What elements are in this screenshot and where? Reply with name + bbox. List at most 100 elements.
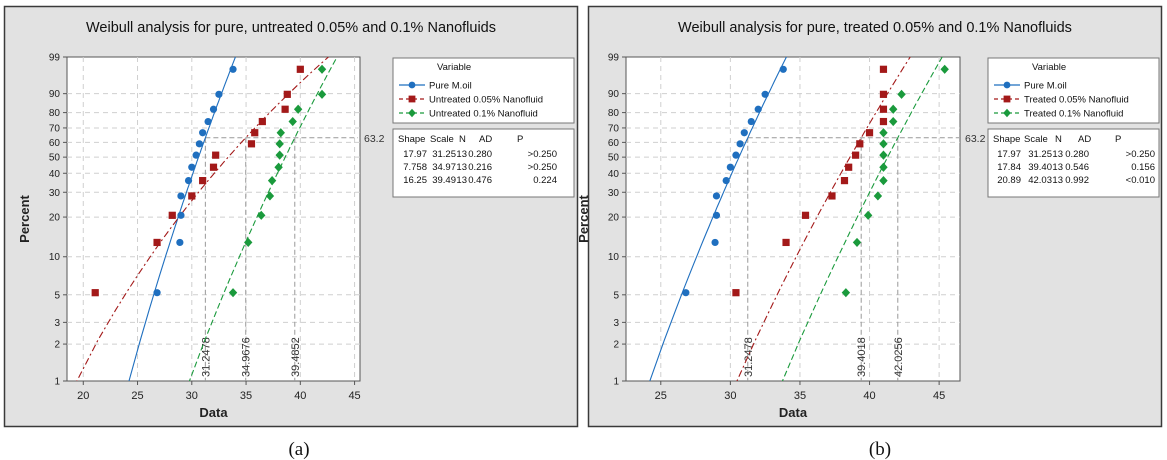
x-tick-label: 30: [186, 390, 198, 402]
chart-panel-b: Weibull analysis for pure, treated 0.05%…: [576, 5, 1163, 460]
x-tick-label: 30: [724, 390, 736, 402]
legend-marker: [1003, 81, 1011, 89]
y-tick-label: 99: [49, 53, 61, 64]
data-point: [801, 211, 810, 219]
x-tick-label: 25: [131, 390, 143, 402]
data-point: [863, 210, 873, 220]
y-tick-label: 1: [613, 377, 619, 388]
y-tick-label: 90: [608, 89, 620, 100]
data-point: [879, 65, 888, 73]
data-point: [865, 129, 874, 137]
data-point: [257, 210, 266, 220]
y-tick-label: 60: [608, 138, 620, 149]
stats-table-box: [987, 128, 1160, 198]
data-point: [754, 105, 762, 113]
stats-table: Shape Scale N AD P17.97 31.25 13 0.280 >0.2507.7…: [392, 128, 575, 198]
y-tick-label: 40: [608, 169, 620, 180]
data-point: [267, 176, 277, 186]
stats-cell: 17.84: [997, 162, 1021, 173]
data-point: [209, 163, 218, 171]
plot-area: [66, 56, 361, 382]
fit-line-01: [781, 57, 943, 381]
data-point: [856, 140, 864, 148]
y-tick-label: 1: [54, 377, 60, 388]
stats-header: AD: [479, 134, 492, 145]
data-point: [177, 211, 185, 219]
stats-header: Scale: [430, 134, 454, 145]
scale-label: 34.9676: [241, 337, 253, 377]
legend-box: [392, 57, 575, 124]
reference-line-label: 63.2: [965, 133, 986, 145]
series-markers: [228, 64, 327, 298]
data-point: [879, 117, 888, 126]
chart-title: Weibull analysis for pure, untreated 0.0…: [86, 20, 496, 36]
series-markers: [732, 65, 888, 297]
data-point: [283, 90, 291, 98]
x-axis-label: Data: [199, 405, 228, 420]
y-tick-label: 99: [608, 53, 620, 64]
data-point: [258, 117, 266, 126]
y-tick-label: 20: [49, 213, 61, 224]
legend-title: Variable: [1032, 62, 1066, 73]
y-tick-label: 70: [49, 123, 61, 134]
stats-header: P: [1115, 134, 1121, 145]
stats-header: Scale: [1024, 134, 1048, 145]
data-point: [265, 191, 275, 201]
stats-cell: 0.280: [1065, 149, 1089, 160]
legend-label: Pure M.oil: [429, 81, 472, 92]
series-markers: [91, 65, 304, 297]
stats-header: P: [517, 134, 523, 145]
stats-cell: 16.25: [403, 175, 427, 186]
y-tick-label: 80: [49, 108, 61, 119]
y-axis-label: Percent: [576, 194, 591, 242]
data-point: [91, 289, 99, 297]
stats-cell: 0.224: [533, 175, 557, 186]
data-point: [168, 211, 176, 219]
data-point: [740, 129, 748, 137]
x-tick-label: 40: [294, 390, 306, 402]
stats-cell: 17.97: [997, 149, 1021, 160]
data-point: [188, 163, 196, 171]
stats-cell: 0.156: [1131, 162, 1155, 173]
stats-cell: >0.250: [528, 149, 557, 160]
stats-cell: 13: [456, 162, 467, 173]
data-point: [281, 105, 289, 113]
data-point: [276, 128, 285, 138]
chart-title: Weibull analysis for pure, treated 0.05%…: [678, 20, 1072, 36]
y-tick-label: 10: [608, 252, 620, 263]
stats-cell: 13: [456, 175, 467, 186]
stats-table-box: [392, 128, 575, 198]
x-tick-label: 25: [655, 390, 667, 402]
stats-cell: 31.25: [1028, 149, 1052, 160]
legend-label: Pure M.oil: [1024, 81, 1067, 92]
data-point: [940, 64, 949, 74]
stats-cell: 31.25: [432, 149, 456, 160]
legend: Variable Pure M.oil Treated 0.05% Nanoflui…: [987, 57, 1160, 124]
data-point: [153, 238, 161, 247]
stats-cell: 13: [1052, 162, 1063, 173]
data-point: [782, 238, 790, 247]
stats-cell: 0.280: [468, 149, 492, 160]
data-point: [845, 163, 853, 171]
scale-label: 31.2478: [743, 337, 755, 377]
stats-header: AD: [1078, 134, 1091, 145]
data-point: [176, 238, 184, 247]
y-tick-label: 90: [49, 89, 61, 100]
x-tick-label: 35: [240, 390, 252, 402]
grid: [626, 57, 960, 381]
scale-label: 39.4852: [290, 337, 302, 377]
stats-cell: 39.40: [1028, 162, 1052, 173]
data-point: [274, 162, 283, 172]
y-tick-label: 3: [54, 318, 60, 329]
panel-caption: (b): [869, 439, 891, 460]
data-point: [184, 177, 193, 185]
data-point: [296, 65, 304, 73]
y-tick-label: 60: [49, 138, 61, 149]
data-point: [879, 90, 888, 98]
stats-cell: 7.758: [403, 162, 427, 173]
legend-title: Variable: [437, 62, 471, 73]
x-tick-label: 20: [77, 390, 89, 402]
stats-cell: 39.49: [432, 175, 456, 186]
data-point: [244, 237, 253, 248]
legend-label: Treated 0.05% Nanofluid: [1024, 95, 1129, 106]
